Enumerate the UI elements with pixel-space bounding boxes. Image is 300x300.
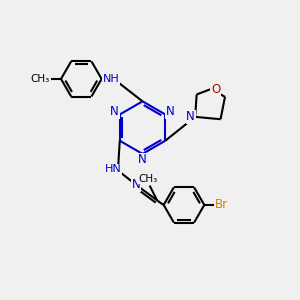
Text: CH₃: CH₃ <box>139 174 158 184</box>
Text: CH₃: CH₃ <box>31 74 50 84</box>
Text: O: O <box>211 82 220 96</box>
Text: NH: NH <box>103 74 119 84</box>
Text: N: N <box>138 153 147 167</box>
Text: N: N <box>166 105 175 118</box>
Text: N: N <box>132 178 141 191</box>
Text: Br: Br <box>214 198 228 212</box>
Text: N: N <box>110 105 119 118</box>
Text: N: N <box>186 110 195 123</box>
Text: HN: HN <box>104 164 121 174</box>
